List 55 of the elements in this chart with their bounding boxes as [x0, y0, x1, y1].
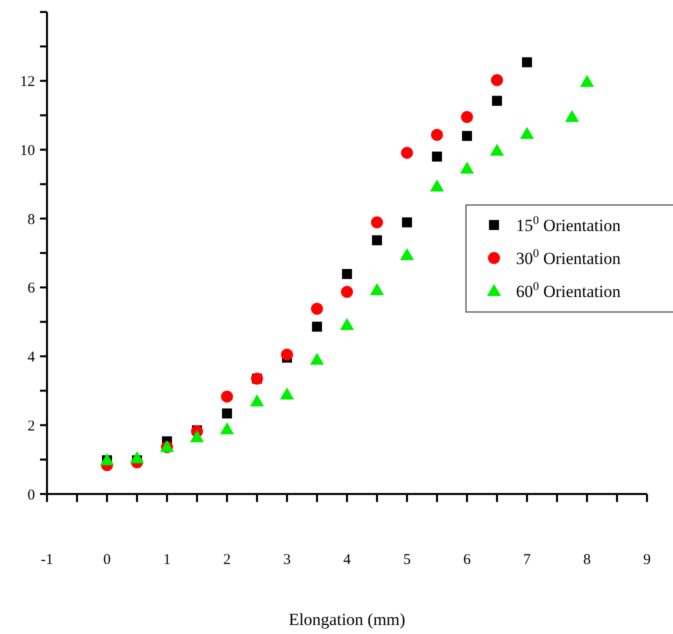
x-tick-label: 7 [523, 552, 532, 568]
y-tick-label: 2 [28, 418, 35, 434]
point [340, 318, 354, 330]
point [311, 302, 323, 315]
point [520, 126, 534, 139]
point [460, 162, 474, 174]
point [371, 216, 383, 228]
x-tick-label: 0 [103, 552, 111, 568]
point [492, 96, 502, 106]
legend-label: 15$^{0}$ Orientation [516, 212, 622, 235]
point [490, 144, 504, 156]
y-tick-label: 10 [20, 142, 35, 159]
point [462, 130, 472, 141]
point [190, 430, 204, 442]
point [402, 217, 412, 228]
x-axis-title: Elongation (mm) [288, 610, 406, 629]
point [580, 74, 594, 87]
point [312, 322, 322, 332]
point [222, 408, 232, 418]
point [432, 152, 442, 162]
y-tick-label: 12 [20, 74, 35, 90]
x-tick-label: 2 [223, 552, 231, 568]
point [281, 348, 293, 361]
point [430, 180, 444, 192]
point [342, 269, 352, 279]
y-tick-label: 4 [28, 350, 36, 366]
point [565, 110, 579, 122]
point [401, 146, 413, 159]
legend-label: 60$^{0}$ Orientation [516, 278, 622, 301]
x-tick-label: 5 [403, 552, 411, 568]
x-tick-label: 6 [463, 552, 472, 568]
point [400, 248, 414, 260]
x-tick-label: -1 [40, 552, 54, 568]
point [341, 286, 353, 298]
x-tick-label: 9 [643, 552, 651, 568]
point [372, 235, 382, 246]
y-tick-label: 0 [28, 487, 35, 504]
point [370, 283, 384, 296]
point [491, 74, 503, 86]
y-tick-label: 8 [28, 212, 35, 228]
x-tick-label: 1 [163, 552, 171, 568]
x-tick-label: 4 [343, 552, 352, 568]
x-tick-label: 8 [583, 552, 591, 568]
y-tick-label: 6 [28, 280, 36, 297]
point [461, 111, 473, 124]
point [522, 57, 532, 68]
point [250, 394, 264, 406]
point [221, 390, 233, 403]
point [220, 422, 234, 434]
point [280, 388, 294, 400]
legend-label: 30$^{0}$ Orientation [516, 246, 622, 268]
point [431, 128, 443, 141]
point [130, 451, 144, 464]
point [310, 352, 324, 365]
x-tick-label: 3 [283, 552, 291, 568]
